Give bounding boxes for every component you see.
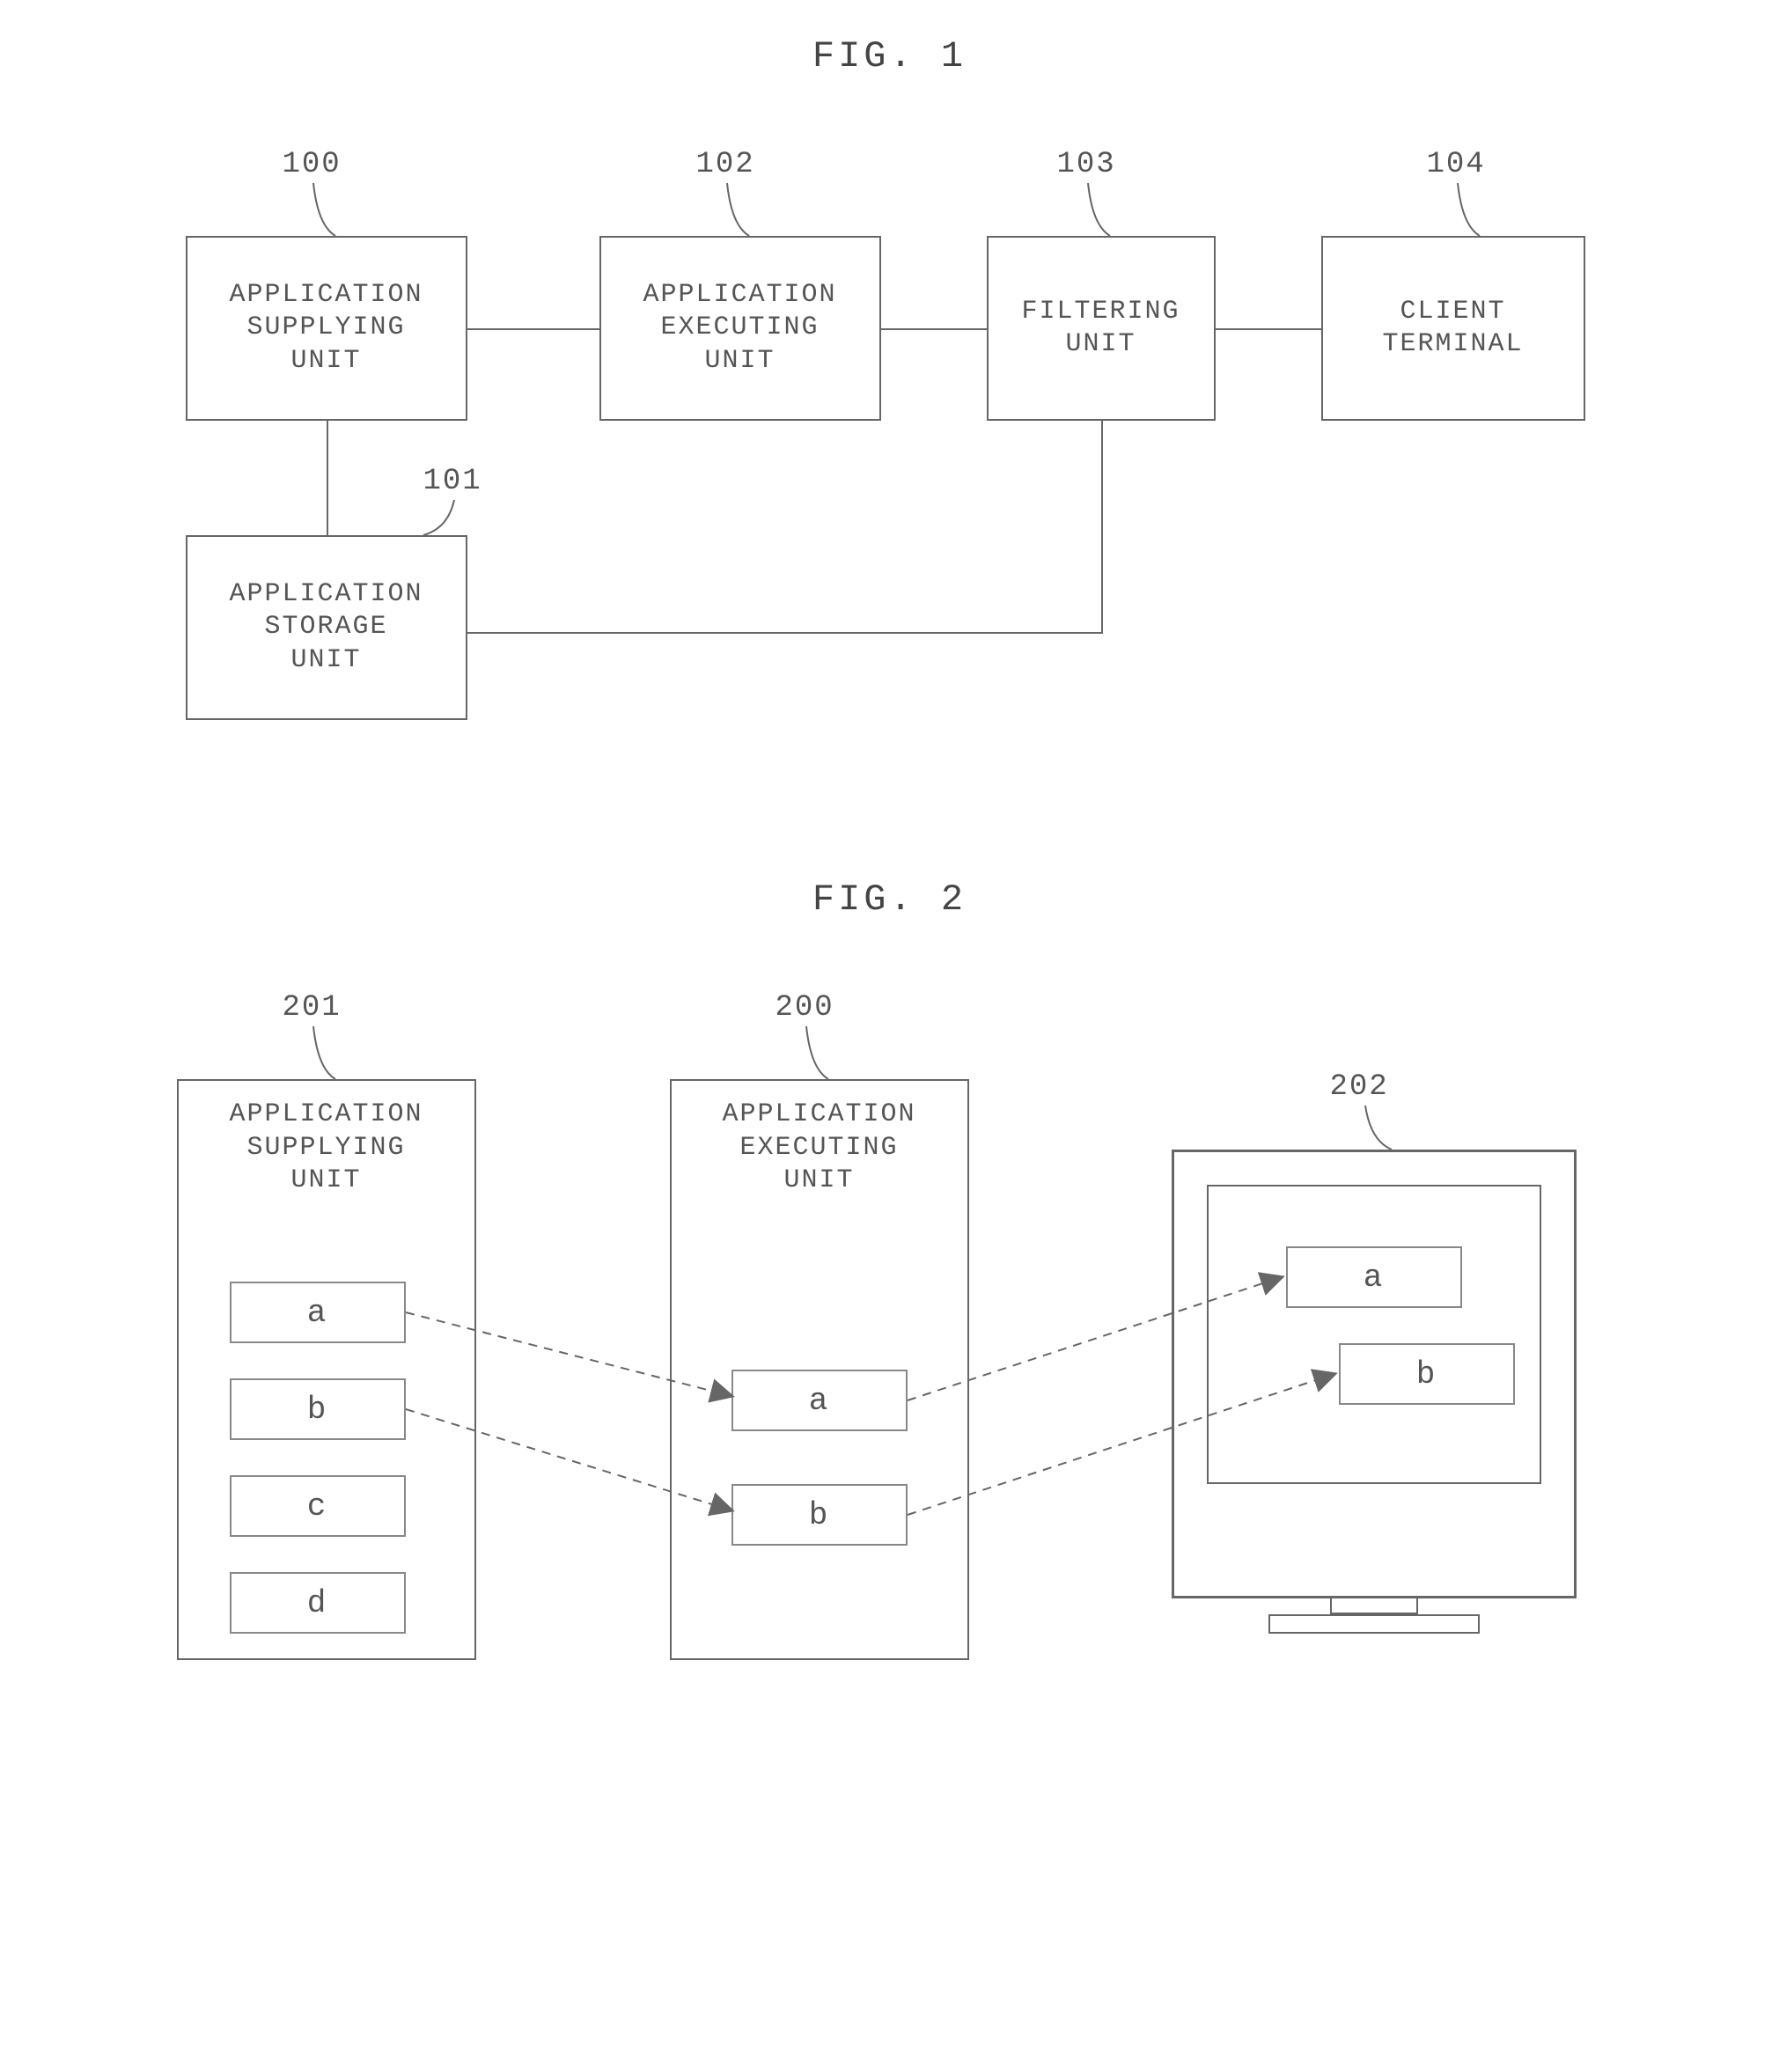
- connector-0: [467, 328, 599, 330]
- item-exec-a: a: [731, 1370, 908, 1431]
- connector-5: [1101, 421, 1103, 634]
- item-supply-c: c: [230, 1475, 406, 1537]
- ref-b103: 103: [1057, 148, 1116, 181]
- item-supply-b: b: [230, 1378, 406, 1440]
- ref-exec: 200: [776, 991, 834, 1025]
- block-b100: APPLICATION SUPPLYING UNIT: [186, 236, 467, 421]
- item-supply-d: d: [230, 1572, 406, 1634]
- connector-3: [327, 421, 328, 535]
- connector-2: [1216, 328, 1321, 330]
- block-b103: FILTERING UNIT: [987, 236, 1216, 421]
- fig2-diagram: APPLICATION SUPPLYING UNITabcd201APPLICA…: [54, 956, 1726, 1704]
- ref-b101: 101: [423, 465, 482, 498]
- connector-4: [467, 632, 1101, 634]
- block-b104: CLIENT TERMINAL: [1321, 236, 1585, 421]
- ref-client: 202: [1330, 1070, 1389, 1104]
- block-b102: APPLICATION EXECUTING UNIT: [599, 236, 881, 421]
- item-exec-b: b: [731, 1484, 908, 1546]
- fig2-title: FIG. 2: [36, 878, 1744, 921]
- unit-label-exec: APPLICATION EXECUTING UNIT: [680, 1098, 959, 1198]
- client-stand-base: [1268, 1614, 1480, 1634]
- item-client-a: a: [1286, 1246, 1462, 1308]
- client-stand-neck: [1330, 1598, 1418, 1614]
- ref-b100: 100: [283, 148, 342, 181]
- client-screen: [1207, 1185, 1541, 1484]
- item-client-b: b: [1339, 1343, 1515, 1405]
- fig1-title: FIG. 1: [36, 35, 1744, 77]
- connector-1: [881, 328, 987, 330]
- ref-b102: 102: [696, 148, 755, 181]
- ref-b104: 104: [1427, 148, 1486, 181]
- block-b101: APPLICATION STORAGE UNIT: [186, 535, 467, 720]
- unit-label-supply: APPLICATION SUPPLYING UNIT: [187, 1098, 466, 1198]
- ref-supply: 201: [283, 991, 342, 1025]
- item-supply-a: a: [230, 1282, 406, 1343]
- fig1-diagram: APPLICATION SUPPLYING UNIT 100 APPLICATION…: [54, 113, 1726, 773]
